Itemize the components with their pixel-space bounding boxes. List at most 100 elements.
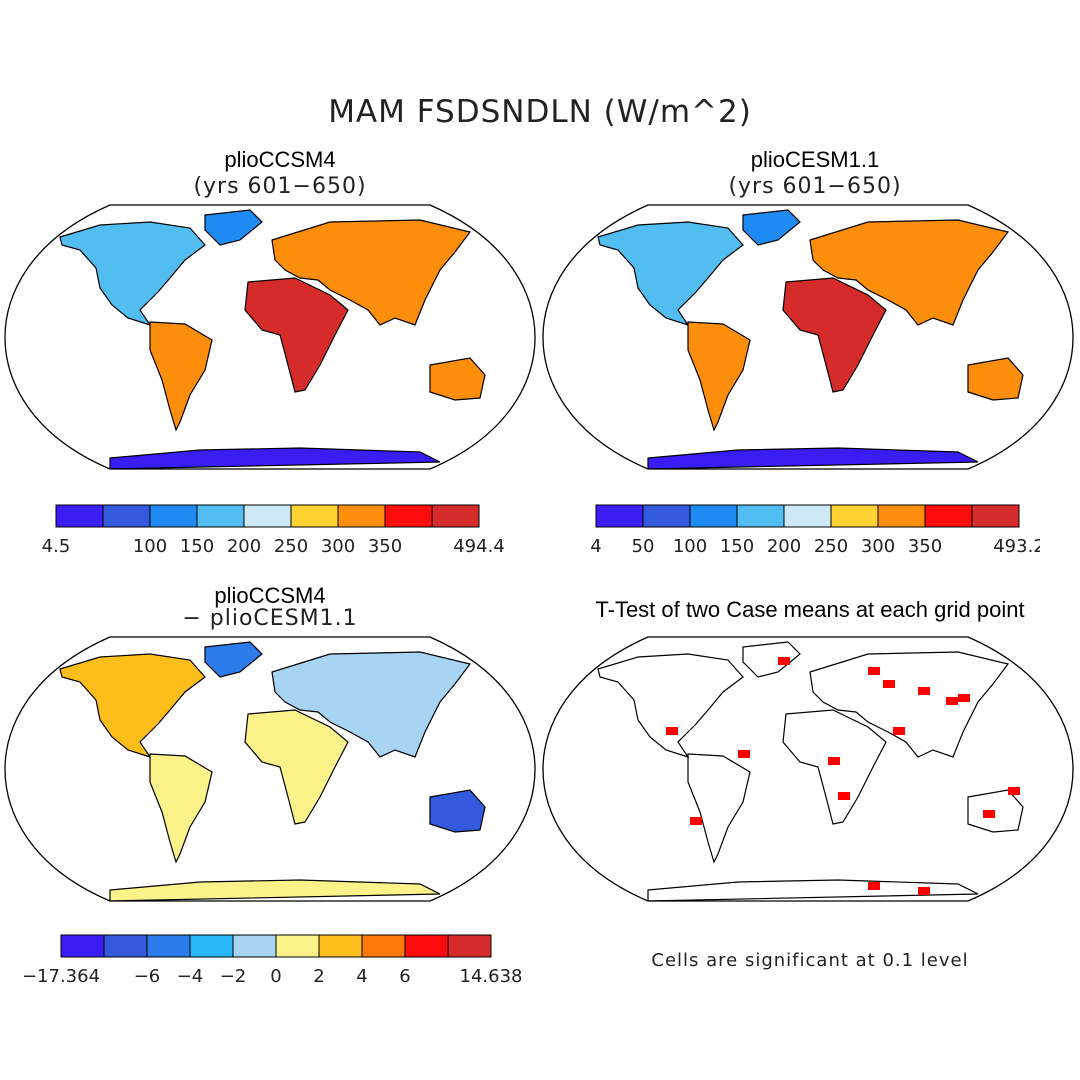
colorbar-label: 0	[270, 966, 281, 987]
colorbar-label: 494.4	[453, 536, 505, 557]
colorbar-label: 350	[908, 536, 942, 557]
continent-africa	[782, 709, 887, 825]
continent-australia	[967, 789, 1024, 833]
colorbar-label: 200	[767, 536, 801, 557]
continent-africa	[244, 709, 349, 825]
continent-southAmerica	[687, 321, 751, 432]
continent-antarctica	[109, 879, 441, 901]
significant-cell	[958, 694, 970, 702]
continent-greenland	[742, 641, 801, 678]
colorbar-label: 100	[673, 536, 707, 557]
colorbar-label: 200	[227, 536, 261, 557]
colorbar-box	[783, 504, 832, 528]
continent-eurasia	[271, 651, 472, 758]
map-frame	[542, 204, 1074, 470]
colorbar-label: 14.638	[460, 966, 523, 987]
continent-antarctica	[109, 447, 441, 469]
continent-eurasia	[809, 651, 1010, 758]
significant-cell	[690, 817, 702, 825]
colorbar-box	[196, 504, 245, 528]
panel1-title: plioCCSM4	[224, 147, 336, 172]
continent-antarctica	[647, 447, 979, 469]
colorbar-label: 300	[861, 536, 895, 557]
significant-cell	[946, 697, 958, 705]
significant-cell	[868, 882, 880, 890]
continent-australia	[429, 789, 486, 833]
colorbar-box	[55, 504, 104, 528]
panel2-title: plioCESM1.1	[750, 147, 880, 172]
continent-northAmerica	[597, 221, 744, 327]
colorbar-label: 6	[399, 966, 410, 987]
continent-southAmerica	[687, 753, 751, 864]
colorbar-box	[689, 504, 738, 528]
colorbar-box	[361, 934, 406, 958]
colorbar-label: 4.5	[42, 536, 71, 557]
colorbar-box	[189, 934, 234, 958]
significant-cell	[868, 667, 880, 675]
colorbar-box	[642, 504, 691, 528]
continent-eurasia	[271, 219, 472, 326]
colorbar-label: 150	[180, 536, 214, 557]
map-plioCESM1	[542, 204, 1074, 470]
colorbar-difference: −17.364 −6 −4 −2 0 2 4 6 14.638	[22, 934, 523, 987]
significant-cell	[893, 727, 905, 735]
colorbar-label: 100	[133, 536, 167, 557]
map-plioCCSM4	[4, 204, 536, 470]
colorbar-box	[971, 504, 1020, 528]
continent-australia	[967, 357, 1024, 401]
panel1-subtitle: (yrs 601−650)	[193, 174, 367, 199]
colorbar-box	[243, 504, 292, 528]
colorbar-box	[337, 504, 386, 528]
colorbar-box	[404, 934, 449, 958]
colorbar-label: −4	[177, 966, 204, 987]
colorbar-label: 2	[313, 966, 324, 987]
significant-cell	[828, 757, 840, 765]
colorbar-box	[736, 504, 785, 528]
significant-cell	[666, 727, 678, 735]
colorbar-box	[830, 504, 879, 528]
continent-eurasia	[809, 219, 1010, 326]
colorbar-label: −2	[220, 966, 247, 987]
colorbar-box	[877, 504, 926, 528]
colorbar-box	[102, 504, 151, 528]
colorbar-box	[431, 504, 480, 528]
colorbar-label: 50	[632, 536, 655, 557]
colorbar-box	[447, 934, 492, 958]
significant-cell	[883, 680, 895, 688]
significant-cell	[838, 792, 850, 800]
significant-cell	[1008, 787, 1020, 795]
colorbar-label: 150	[720, 536, 754, 557]
colorbar-label: 4	[356, 966, 367, 987]
colorbar-label: 300	[321, 536, 355, 557]
colorbar-label: 250	[274, 536, 308, 557]
map-frame	[4, 204, 536, 470]
significant-cell	[778, 657, 790, 665]
colorbar-box	[924, 504, 973, 528]
colorbar-box	[103, 934, 148, 958]
colorbar-label: −17.364	[22, 966, 100, 987]
figure-title: MAM FSDSNDLN (W/m^2)	[328, 94, 752, 130]
significance-footnote: Cells are significant at 0.1 level	[651, 950, 969, 971]
significant-cell	[918, 687, 930, 695]
colorbar-box	[149, 504, 198, 528]
continent-africa	[244, 277, 349, 393]
map-frame	[4, 636, 536, 902]
map-frame	[542, 636, 1074, 902]
continent-africa	[782, 277, 887, 393]
colorbar-box	[595, 504, 644, 528]
continent-southAmerica	[149, 321, 213, 432]
map-difference	[4, 636, 536, 902]
colorbar-plioCCSM4: 4.5 100 150 200 250 300 350 494.4	[42, 504, 505, 557]
colorbar-label: 250	[814, 536, 848, 557]
continent-antarctica	[647, 879, 979, 901]
colorbar-label: 493.2	[993, 536, 1040, 557]
continent-northAmerica	[59, 221, 206, 327]
continent-northAmerica	[597, 653, 744, 759]
significant-cell	[918, 887, 930, 895]
panel3-title: plioCCSM4	[214, 583, 326, 608]
colorbar-box	[60, 934, 105, 958]
continent-northAmerica	[59, 653, 206, 759]
colorbar-box	[318, 934, 363, 958]
continent-greenland	[204, 209, 263, 246]
colorbar-plioCESM1: 4 50 100 150 200 250 300 350 493.2	[590, 504, 1040, 557]
